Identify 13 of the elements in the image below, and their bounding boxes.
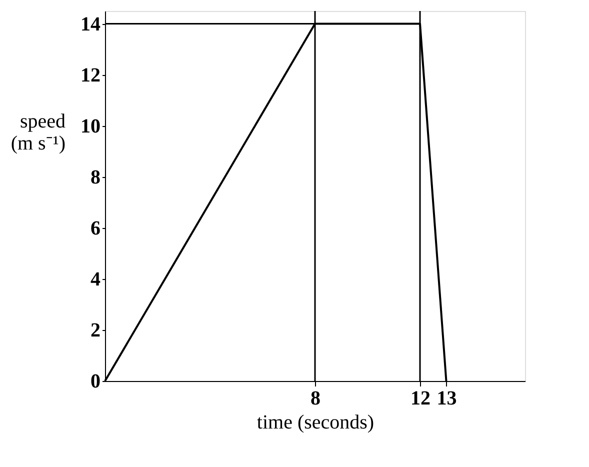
y-tick-label: 10 bbox=[80, 115, 100, 138]
y-tick-label: 4 bbox=[90, 268, 100, 290]
y-tick-label: 12 bbox=[80, 64, 100, 86]
y-tick-label: 6 bbox=[90, 217, 100, 240]
y-axis-title: speed (m s⁻¹) bbox=[10, 110, 66, 154]
y-tick-label: 8 bbox=[90, 166, 100, 188]
y-tick-label: 0 bbox=[90, 370, 100, 392]
x-axis-title: time (seconds) bbox=[256, 412, 374, 434]
y-tick-label: 14 bbox=[80, 13, 100, 36]
x-tick-label: 12 bbox=[410, 388, 430, 410]
x-tick-label: 13 bbox=[436, 388, 457, 410]
y-tick-label: 2 bbox=[90, 319, 100, 342]
x-tick-label: 8 bbox=[310, 388, 320, 410]
